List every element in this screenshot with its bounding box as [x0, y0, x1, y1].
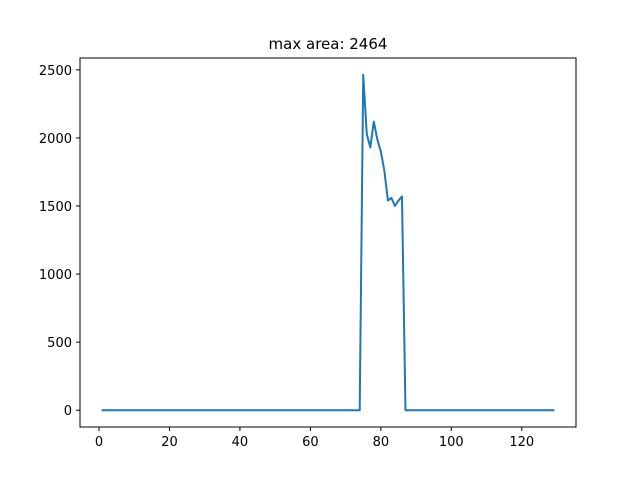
plot-area: 0 20 40 60 80 100 120 0 500 1000 1500 2000 2500: [39, 57, 577, 450]
x-tick-label: 20: [161, 435, 178, 450]
y-tick-label: 2500: [39, 64, 72, 79]
y-tick-label: 0: [64, 404, 72, 419]
x-tick-label: 60: [302, 435, 319, 450]
series-line-0: [101, 73, 555, 412]
y-tick-label: 500: [47, 336, 72, 351]
y-tick-label: 1000: [39, 268, 72, 283]
x-tick-label: 40: [232, 435, 249, 450]
x-tick-label: 120: [509, 435, 534, 450]
x-tick-label: 80: [373, 435, 390, 450]
chart-title: max area: 2464: [269, 35, 388, 53]
y-tick-label: 1500: [39, 200, 72, 215]
y-tick-label: 2000: [39, 132, 72, 147]
x-tick-label: 0: [95, 435, 103, 450]
x-tick-label: 100: [439, 435, 464, 450]
axes-frame: [79, 57, 577, 428]
